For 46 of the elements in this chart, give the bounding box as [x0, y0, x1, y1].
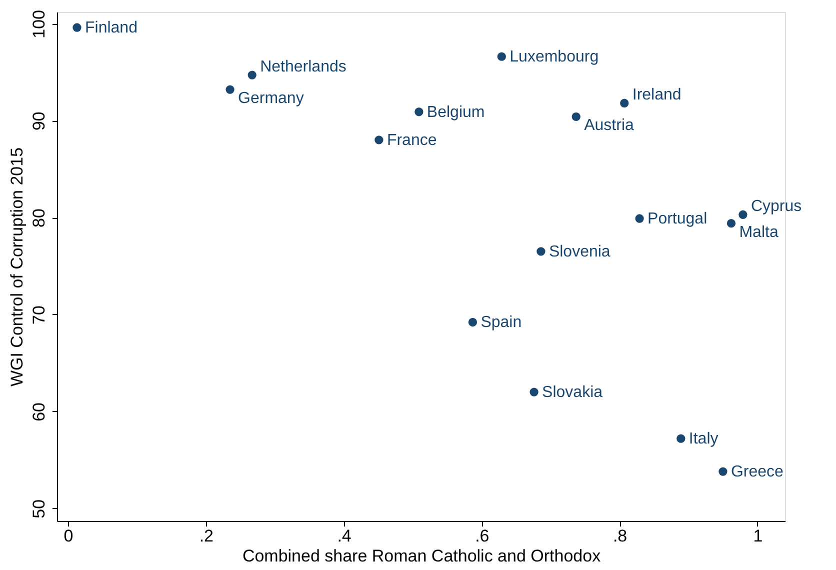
annotation: Luxembourg [510, 48, 599, 66]
point [676, 434, 686, 443]
point [248, 70, 256, 80]
point [72, 23, 82, 32]
point [718, 467, 728, 476]
point [530, 388, 538, 396]
annotation: Netherlands [260, 58, 346, 76]
x-tick-label: .8 [612, 526, 628, 546]
y-tick-label: 100 [30, 10, 48, 38]
annotation: France [386, 132, 437, 149]
annotation: Italy [688, 430, 718, 448]
point [374, 136, 384, 144]
annotation: Belgium [426, 104, 485, 121]
x-tick-label: 1 [753, 526, 763, 546]
y-tick-label: 80 [30, 208, 48, 228]
annotation: Slovenia [548, 243, 610, 260]
annotation: Cyprus [750, 198, 802, 216]
x-tick-label: 0 [64, 526, 74, 546]
point [414, 108, 424, 116]
annotation: Finland [84, 20, 138, 37]
point [620, 98, 629, 108]
point [572, 112, 580, 122]
y-tick-label: 70 [30, 306, 48, 324]
y-axis-title: WGI Control of Corruption 2015 [8, 147, 26, 387]
annotation: Spain [480, 314, 522, 332]
annotation: Ireland [632, 86, 682, 104]
annotation: Germany [238, 90, 304, 107]
annotation: Greece [730, 464, 784, 481]
x-tick-label: .6 [475, 526, 490, 546]
annotation: Austria [584, 117, 634, 134]
annotation: Malta [739, 224, 778, 241]
y-tick-label: 90 [30, 112, 48, 131]
point [468, 318, 478, 327]
point [738, 210, 748, 219]
point [726, 219, 736, 228]
annotation: Portugal [648, 210, 708, 228]
x-axis-title: Combined share Roman Catholic and Orthodox [242, 546, 602, 566]
y-tick-label: 60 [30, 402, 48, 422]
y-tick-label: 50 [30, 499, 48, 518]
point [536, 247, 546, 256]
x-tick-label: .4 [337, 526, 352, 546]
x-tick-label: .2 [199, 526, 214, 546]
point [226, 85, 234, 94]
annotation: Slovakia [542, 384, 603, 402]
point [635, 214, 644, 223]
point [497, 52, 506, 61]
